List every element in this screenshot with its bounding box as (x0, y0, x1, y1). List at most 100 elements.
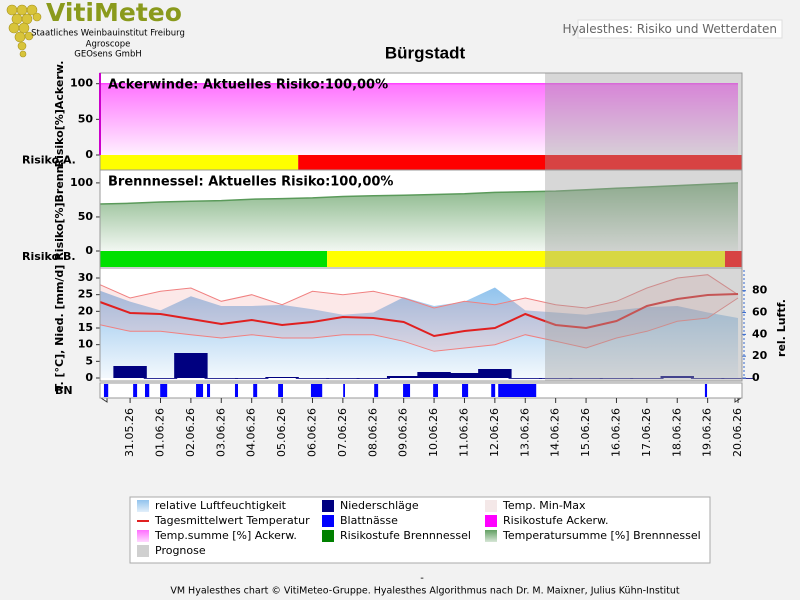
x-tick-label: 06.06.26 (305, 408, 318, 457)
legend-label: relative Luftfeuchtigkeit (155, 499, 287, 512)
legend-swatch (322, 530, 334, 542)
leaf-label: BN (55, 384, 73, 397)
leaf-wetness (491, 384, 496, 397)
precip-bar (143, 378, 178, 379)
precip-bar (478, 369, 512, 378)
x-tick-label: 13.06.26 (518, 408, 531, 457)
y2-tick-label: 20 (752, 349, 768, 362)
risk-band (298, 155, 742, 170)
precip-bar (508, 378, 542, 379)
y-tick-label: 0 (85, 244, 93, 257)
temp-min-line (99, 297, 739, 352)
x-tick-label: 07.06.26 (336, 408, 349, 457)
legend-swatch (322, 515, 334, 527)
panel-label: Ackerwinde: Aktuelles Risiko:100,00% (108, 78, 388, 93)
legend-swatch (485, 500, 497, 512)
risk-label: Risiko A. (22, 154, 76, 167)
precip-bar (295, 378, 330, 379)
leaf-wetness (462, 384, 469, 397)
panel-frame (99, 267, 743, 382)
risk-label: Risiko B. (22, 250, 76, 263)
x-tick-label: 17.06.26 (640, 408, 653, 457)
institution: Agroscope (86, 40, 131, 50)
legend-label: Prognose (155, 544, 206, 557)
footer-credit: VM Hyalesthes chart © VitiMeteo-Gruppe. … (170, 586, 680, 597)
legend-swatch (137, 545, 149, 557)
precip-bar (386, 376, 421, 378)
leaf-wetness (433, 384, 439, 397)
y2-tick-label: 40 (752, 327, 768, 340)
legend-label: Tagesmittelwert Temperatur (154, 514, 310, 527)
chart-title: Bürgstadt (385, 43, 466, 62)
temp-mean-line (99, 293, 739, 338)
risk-band (327, 251, 725, 267)
legend-swatch (485, 530, 497, 542)
y-tick-label: 25 (78, 288, 93, 301)
y2-tick-label: 80 (752, 284, 768, 297)
y2-axis-title: rel. Luftf. (775, 299, 788, 357)
y-tick-label: 20 (78, 304, 94, 317)
humidity-area (100, 287, 739, 378)
institution: Staatliches Weinbauinstitut Freiburg (31, 29, 185, 39)
x-tick-label: 01.06.26 (153, 408, 166, 457)
y-axis-title: T. [°C], Nied. [mm/d] (53, 265, 66, 392)
leaf-wetness (160, 384, 168, 397)
legend-label: Risikostufe Brennnessel (340, 529, 471, 542)
leaf-wetness (403, 384, 411, 397)
precip-bar (599, 378, 634, 379)
temp-range (100, 274, 738, 352)
precip-bar (204, 378, 239, 379)
legend-label: Temp.summe [%] Ackerw. (154, 529, 297, 542)
y-tick-label: 0 (85, 148, 93, 161)
legend-label: Temp. Min-Max (502, 499, 586, 512)
leaf-wetness (498, 384, 537, 397)
risk-area (100, 83, 738, 155)
risk-band (724, 251, 742, 267)
prognose-overlay (545, 170, 742, 268)
prognose-overlay (545, 73, 742, 170)
precip-bar (326, 378, 360, 379)
x-tick-label: 08.06.26 (366, 408, 379, 457)
leaf-wetness (310, 384, 323, 397)
app-title: Hyalesthes: Risiko und Wetterdaten (562, 22, 777, 36)
leaf-strip (99, 382, 743, 399)
x-tick-label: 19.06.26 (701, 408, 714, 457)
logo-text: VitiMeteo (46, 0, 182, 27)
y-tick-label: 10 (78, 338, 94, 351)
y-tick-label: 50 (78, 112, 94, 125)
y-tick-label: 0 (85, 371, 93, 384)
prognose-overlay (545, 268, 742, 381)
x-tick-label: 31.05.26 (123, 408, 136, 457)
x-tick-label: 04.06.26 (245, 408, 258, 457)
y-tick-label: 100 (70, 176, 93, 189)
legend-label: Risikostufe Ackerw. (503, 514, 608, 527)
x-tick-label: 12.06.26 (488, 408, 501, 457)
x-tick-label: 09.06.26 (397, 408, 410, 457)
legend-swatch (137, 530, 149, 542)
precip-bar (265, 377, 299, 378)
leaf-wetness (278, 384, 283, 397)
temp-max-line (99, 274, 739, 309)
leaf-wetness (207, 384, 211, 397)
leaf-wetness (234, 384, 239, 397)
x-tick-label: 15.06.26 (579, 408, 592, 457)
precip-bar (690, 378, 725, 379)
x-tick-label: 05.06.26 (275, 408, 288, 457)
y2-tick-label: 60 (752, 306, 768, 319)
precip-bar (234, 378, 269, 379)
y-tick-label: 5 (85, 354, 93, 367)
legend-label: Niederschläge (340, 499, 419, 512)
precip-bar (569, 378, 603, 379)
x-tick-label: 14.06.26 (549, 408, 562, 457)
precip-bar (721, 378, 755, 379)
y-tick-label: 50 (78, 210, 94, 223)
risk-area (100, 182, 738, 251)
x-tick-label: 03.06.26 (214, 408, 227, 457)
x-tick-label: 11.06.26 (457, 408, 470, 457)
precip-bar (660, 376, 694, 378)
leaf-wetness (196, 384, 204, 397)
legend-label: Blattnässe (340, 514, 398, 527)
panel-label: Brennnessel: Aktuelles Risiko:100,00% (108, 175, 393, 190)
y2-tick-label: 0 (752, 371, 760, 384)
